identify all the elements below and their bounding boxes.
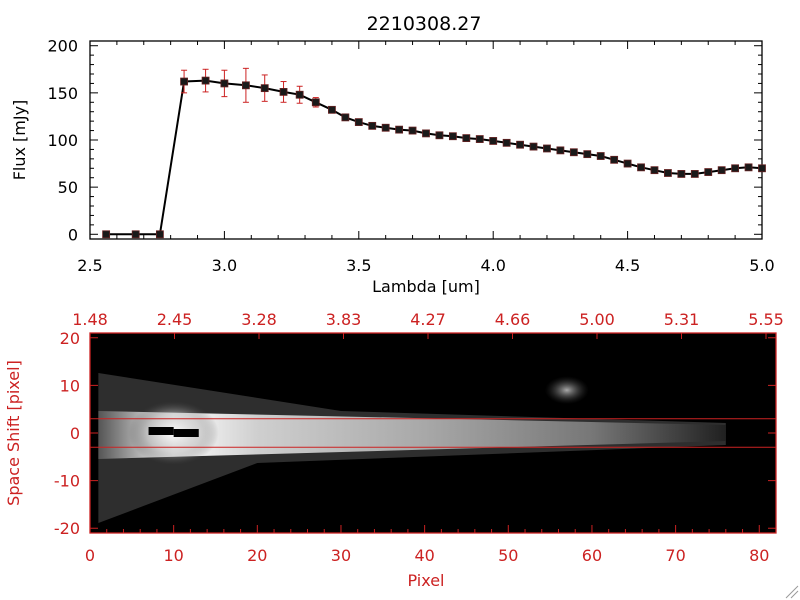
image-x-tick-label: 80 [749,546,769,565]
image-x-tick-label: 50 [498,546,518,565]
image-top-tick-label: 1.48 [72,310,108,329]
spectrum-x-tick-label: 4.0 [480,256,505,275]
saturated-artifact [148,427,174,435]
image-ylabel: Space Shift [pixel] [4,360,23,506]
data-point [341,113,350,122]
image-x-tick-label: 10 [163,546,183,565]
data-point [543,144,551,153]
image-x-tick-label: 0 [85,546,95,565]
image-top-tick-label: 5.00 [579,310,615,329]
data-point [408,126,417,135]
secondary-source [544,376,589,405]
data-point [623,159,632,168]
image-top-tick-label: 5.55 [748,310,784,329]
image-x-ticks: 0 10 20 30 40 50 60 70 80 [85,525,769,565]
data-point [279,88,288,96]
spectrum-y-tick-label: 150 [47,84,78,103]
data-point [690,170,699,178]
spectrum-plot-frame [89,40,763,240]
spectrum-y-ticks: 0 50 100 150 200 [47,37,762,244]
data-point [155,230,164,239]
data-point [242,81,250,90]
spectrum-xlabel: Lambda [um] [372,277,480,296]
data-point [637,163,645,172]
data-point [311,98,320,107]
data-point [650,166,659,175]
data-point [328,105,336,114]
image-y-tick-label: 10 [60,376,80,395]
data-point [717,166,726,175]
image-top-tick-label: 2.45 [157,310,193,329]
image-xlabel: Pixel [407,571,444,590]
data-point [731,164,740,173]
image-x-tick-label: 40 [414,546,434,565]
image-y-tick-label: 0 [70,424,80,443]
spatial-image [90,333,776,533]
data-point [354,118,363,126]
spectrum-plot: 2.5 3.0 3.5 4.0 4.5 5.0 0 50 100 150 200 Lambda [… [10,37,775,296]
image-x-tick-label: 60 [582,546,602,565]
data-point [131,230,140,239]
image-x-tick-label: 30 [331,546,351,565]
spectrum-x-tick-label: 2.5 [77,256,102,275]
data-point [583,150,592,159]
spectrum-x-tick-label: 5.0 [749,256,774,275]
spectrum-y-tick-label: 100 [47,131,78,150]
spectrum-x-tick-label: 4.5 [615,256,640,275]
image-top-tick-label: 4.27 [410,310,446,329]
chart-title: 2210308.27 [367,13,482,35]
image-top-ticks: 1.48 2.45 3.28 3.83 4.27 4.66 5.00 5.31 5.55 [72,310,784,339]
data-point [489,137,498,145]
data-point [610,155,619,164]
spectrum-series [102,67,766,239]
data-point [677,170,686,178]
image-top-tick-label: 3.83 [326,310,362,329]
spectrum-ylabel: Flux [mJy] [10,100,29,181]
data-point [435,131,444,140]
data-point [502,138,511,147]
data-point [381,123,390,132]
spectrum-y-tick-label: 0 [68,225,78,244]
data-point [475,135,484,143]
data-point [462,134,471,143]
data-point [744,163,753,172]
spectrum-line [106,79,763,236]
data-point [516,140,524,149]
image-y-ticks: -20 -10 0 10 20 [54,329,776,538]
data-point [569,148,578,157]
data-point [422,129,430,138]
image-y-tick-label: 20 [60,329,80,348]
data-point [664,169,672,177]
data-point [201,76,210,85]
data-point [556,146,565,155]
data-point [368,121,377,130]
spatial-image-plot: 0 10 20 30 40 50 60 70 80 -20 -10 0 10 20 1.48 2.45 3.… [4,310,784,590]
spectrum-x-tick-label: 3.5 [346,256,371,275]
spectrum-y-tick-label: 200 [47,37,78,56]
data-point [704,168,713,176]
image-x-tick-label: 70 [665,546,685,565]
image-x-tick-label: 20 [247,546,267,565]
spectrum-y-tick-label: 50 [58,178,78,197]
data-point [295,90,304,99]
data-point [395,125,404,134]
image-y-tick-label: -10 [54,472,80,491]
data-point [260,84,269,93]
data-point [529,142,538,151]
resize-grip-icon[interactable] [785,585,799,599]
image-top-tick-label: 3.28 [241,310,277,329]
data-point [102,230,111,239]
data-point [758,164,766,173]
image-top-tick-label: 5.31 [664,310,700,329]
data-point [220,79,229,88]
data-point [448,132,457,141]
data-point [180,77,188,86]
spectrum-x-tick-label: 3.0 [212,256,237,275]
data-point [596,152,605,160]
saturated-artifact [173,429,199,437]
image-y-tick-label: -20 [54,519,80,538]
image-top-tick-label: 4.66 [495,310,531,329]
spectrum-x-ticks: 2.5 3.0 3.5 4.0 4.5 5.0 [77,41,775,275]
